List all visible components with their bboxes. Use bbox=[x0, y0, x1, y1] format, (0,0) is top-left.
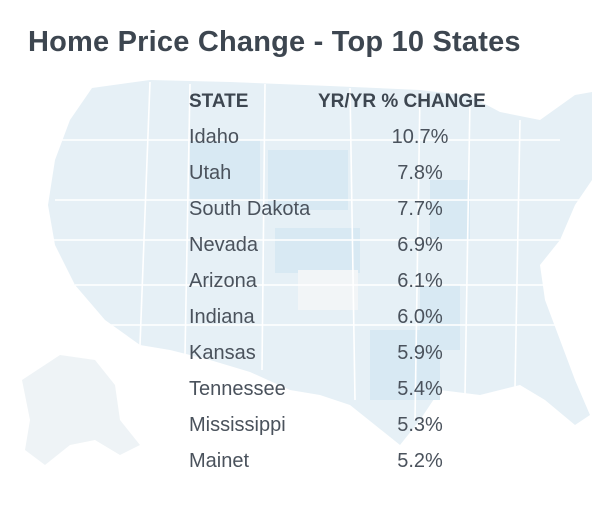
state-name: Tennessee bbox=[189, 378, 286, 400]
state-name: Utah bbox=[189, 162, 232, 184]
table-row: Mississippi 5.3% bbox=[0, 414, 592, 448]
table-row: Idaho 10.7% bbox=[0, 126, 592, 160]
state-name: Kansas bbox=[189, 342, 256, 364]
column-header-state: STATE bbox=[189, 91, 249, 112]
chart-title: Home Price Change - Top 10 States bbox=[28, 26, 521, 58]
state-name: Idaho bbox=[189, 126, 240, 148]
state-shape bbox=[275, 228, 360, 273]
state-name: Mississippi bbox=[189, 414, 286, 436]
state-name: South Dakota bbox=[189, 198, 311, 220]
table-row: Mainet 5.2% bbox=[0, 450, 592, 484]
state-borders bbox=[50, 81, 580, 421]
change-value: 6.1% bbox=[397, 270, 443, 292]
change-value: 5.9% bbox=[397, 342, 443, 364]
change-value: 5.2% bbox=[397, 450, 443, 472]
table-row: South Dakota 7.7% bbox=[0, 198, 592, 232]
table-row: Arizona 6.1% bbox=[0, 270, 592, 304]
table-row: Tennessee 5.4% bbox=[0, 378, 592, 412]
state-shape bbox=[430, 180, 470, 240]
alaska-outline bbox=[22, 355, 140, 465]
change-value: 6.9% bbox=[397, 234, 443, 256]
change-value: 6.0% bbox=[397, 306, 443, 328]
change-value: 5.3% bbox=[397, 414, 443, 436]
state-shape bbox=[190, 140, 260, 200]
change-value: 10.7% bbox=[391, 126, 449, 148]
state-name: Mainet bbox=[189, 450, 250, 472]
state-name: Nevada bbox=[189, 234, 258, 256]
change-value: 5.4% bbox=[397, 378, 443, 400]
change-value: 7.7% bbox=[397, 198, 443, 220]
state-name: Indiana bbox=[189, 306, 255, 328]
table-row: Kansas 5.9% bbox=[0, 342, 592, 376]
column-header-change: YR/YR % CHANGE bbox=[318, 91, 486, 112]
state-shape bbox=[370, 330, 440, 400]
state-shape bbox=[298, 270, 358, 310]
state-name: Arizona bbox=[189, 270, 257, 292]
table-row: Indiana 6.0% bbox=[0, 306, 592, 340]
change-value: 7.8% bbox=[397, 162, 443, 184]
table-row: Utah 7.8% bbox=[0, 162, 592, 196]
table-row: Nevada 6.9% bbox=[0, 234, 592, 268]
